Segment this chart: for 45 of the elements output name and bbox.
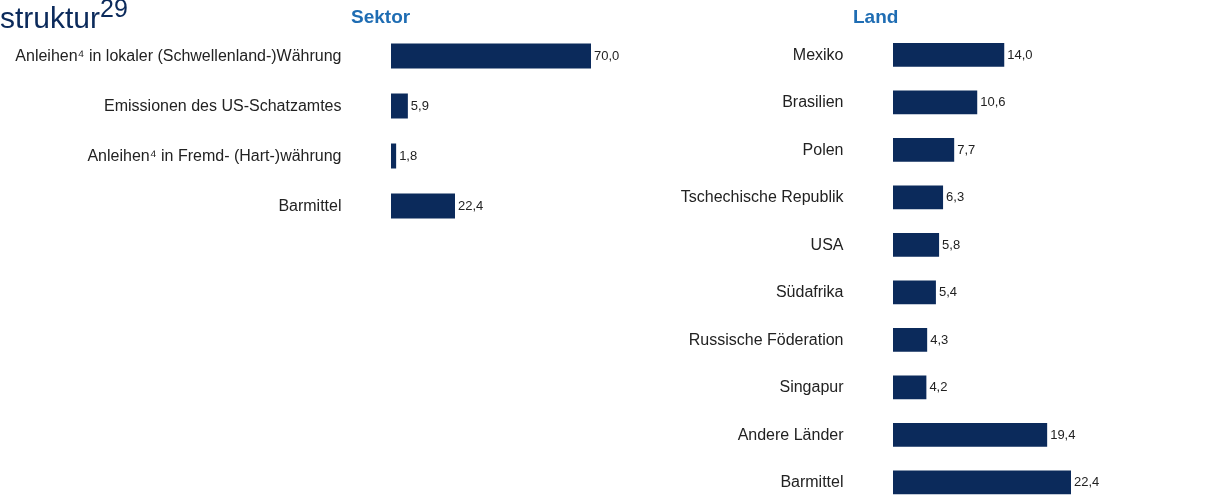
data-label: 1,8 (399, 148, 418, 163)
data-label: 7,7 (957, 141, 976, 157)
bar (893, 375, 927, 400)
data-label: 4,2 (929, 379, 948, 395)
data-label: 10,6 (980, 94, 1006, 110)
y-tick-label: USA (810, 235, 844, 253)
data-label: 5,4 (938, 284, 957, 300)
y-tick-label: Brasilien (782, 93, 844, 111)
bar (893, 137, 955, 162)
chart-title: Sektor (351, 6, 411, 27)
data-label: 22,4 (458, 198, 484, 213)
data-label: 6,3 (946, 189, 965, 205)
y-tick-label: Tschechische Republik (680, 188, 845, 206)
data-label: 22,4 (1074, 474, 1100, 490)
bar (391, 43, 591, 69)
bar (893, 280, 936, 305)
y-tick-label: Singapur (779, 378, 845, 396)
bar (391, 93, 408, 119)
y-tick-label: Russische Föderation (688, 330, 844, 348)
y-tick-label: Barmittel (278, 197, 342, 214)
bar (893, 470, 1071, 495)
text: struktur$^{29}$ (0, 0, 128, 35)
bar (893, 422, 1048, 447)
y-tick-label: Mexiko (792, 45, 844, 63)
y-tick-label: Südafrika (775, 283, 844, 301)
bar (893, 90, 978, 115)
data-label: 19,4 (1050, 426, 1076, 442)
data-label: 14,0 (1007, 46, 1033, 62)
bar (893, 185, 944, 210)
data-label: 70,0 (594, 48, 620, 63)
y-tick-label: Anleihen⁴ in lokaler (Schwellenland-)Währung (15, 47, 342, 64)
bar (893, 327, 928, 352)
bar (391, 143, 397, 169)
y-tick-label: Barmittel (780, 473, 844, 491)
y-tick-label: Anleihen⁴ in Fremd- (Hart-)währung (87, 147, 342, 164)
bar (391, 193, 455, 219)
bar (893, 42, 1005, 67)
y-tick-label: Polen (802, 140, 844, 158)
data-label: 4,3 (930, 331, 949, 347)
data-label: 5,8 (942, 236, 961, 252)
bar (893, 232, 940, 257)
y-tick-label: Andere Länder (737, 425, 845, 443)
y-tick-label: Emissionen des US-Schatzamtes (104, 97, 342, 114)
data-label: 5,9 (410, 98, 429, 113)
chart-title: Land (853, 6, 899, 27)
